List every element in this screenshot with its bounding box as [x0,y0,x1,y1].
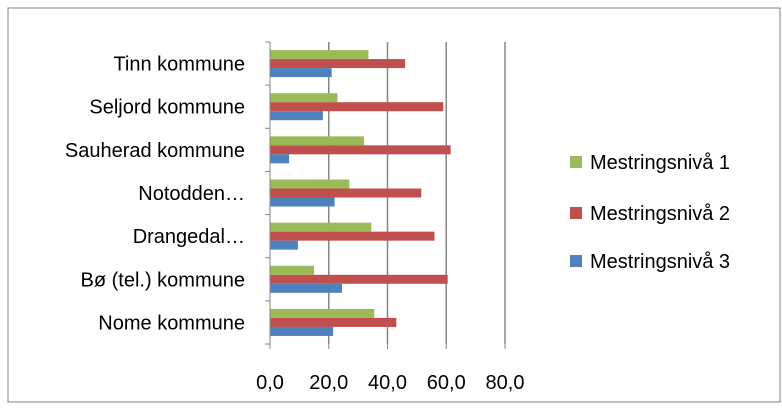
x-tick-label: 20,0 [309,372,348,394]
legend-swatch [570,207,582,219]
bar-1-7 [270,50,369,60]
bar-2-1 [270,317,397,327]
legend-label: Mestringsnivå 3 [590,251,730,273]
legend-label: Mestringsnivå 1 [590,152,730,174]
chart-border [7,7,781,403]
bar-3-4 [270,197,335,207]
legend-swatch [570,156,582,168]
bar-3-1 [270,326,334,336]
bar-2-6 [270,102,444,112]
bar-2-3 [270,231,435,241]
bar-2-7 [270,59,406,69]
bar-3-5 [270,154,290,164]
bar-2-2 [270,274,448,284]
bar-1-2 [270,265,315,275]
x-tick-label: 60,0 [427,372,466,394]
bar-3-2 [270,283,342,293]
x-tick-label: 0,0 [256,372,284,394]
category-labels: Nome kommune Bø (tel.) kommune Drangedal… N… [65,54,245,335]
category-label: Bø (tel.) kommune [81,269,245,291]
legend-swatch [570,255,582,267]
category-label: Notodden… [138,183,245,205]
bar-1-1 [270,308,375,318]
bar-1-3 [270,222,372,232]
legend: Mestringsnivå 1 Mestringsnivå 2 Mestringsn… [570,152,730,273]
legend-label: Mestringsnivå 2 [590,203,730,225]
axes [265,41,506,349]
category-label: Seljord kommune [89,97,245,119]
bar-1-5 [270,136,364,146]
category-label: Sauherad kommune [65,140,245,162]
category-label: Tinn kommune [113,54,245,76]
bar-2-5 [270,145,451,155]
x-tick-label: 80,0 [486,372,525,394]
x-tick-label: 40,0 [368,372,407,394]
category-label: Nome kommune [98,312,245,334]
bar-1-4 [270,179,350,189]
bar-3-3 [270,240,298,250]
x-tick-labels: 0,0 20,0 40,0 60,0 80,0 [256,372,524,394]
bar-3-6 [270,111,323,121]
category-label: Drangedal… [133,226,245,248]
bar-2-4 [270,188,422,198]
bar-1-6 [270,93,338,103]
bars [270,50,451,336]
bar-3-7 [270,68,332,78]
